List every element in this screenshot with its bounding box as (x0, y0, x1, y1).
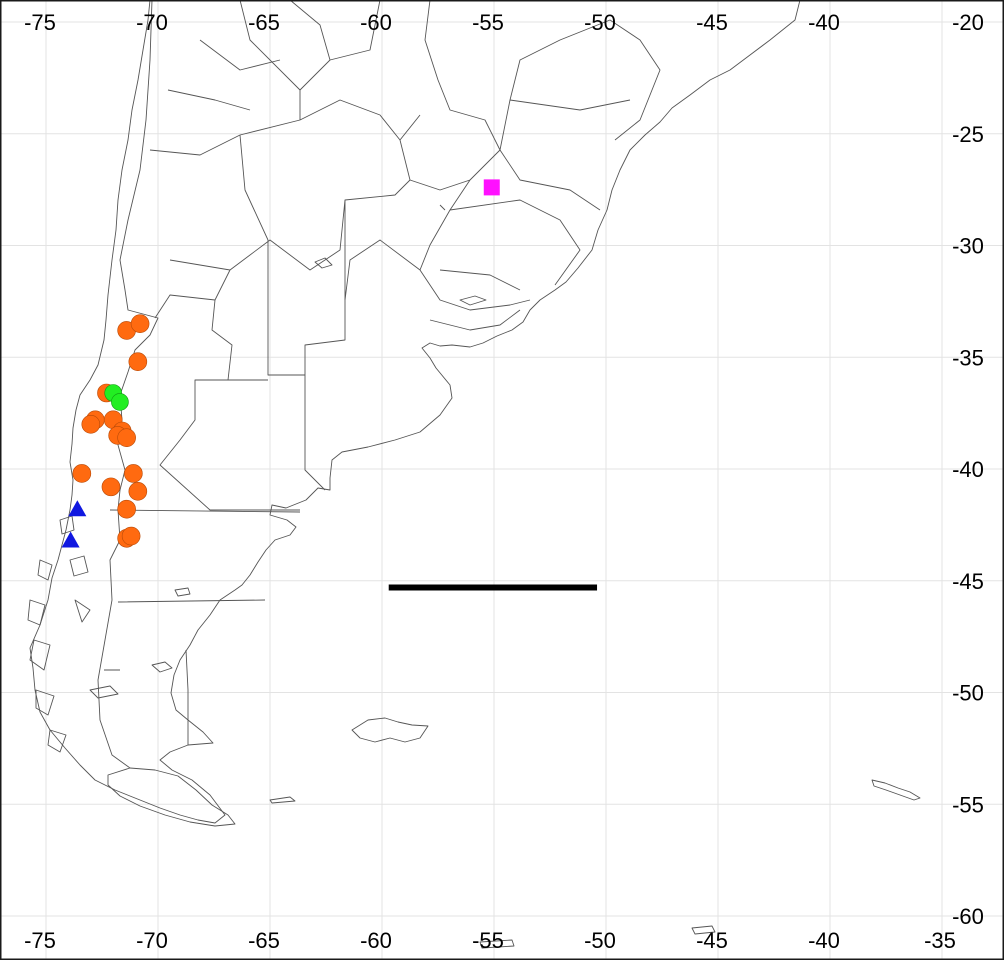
south-georgia (871, 779, 921, 801)
x-tick-label-bottom: -35 (924, 928, 956, 953)
green-occurrence-point (111, 393, 129, 411)
y-tick-label: -35 (952, 345, 984, 370)
x-tick-label-top: -55 (472, 10, 504, 35)
orange-occurrence-point (117, 428, 136, 448)
blue-triangle-marker (61, 531, 80, 548)
x-tick-label-top: -70 (136, 10, 168, 35)
x-tick-label-bottom: -55 (472, 928, 504, 953)
x-axis-top: -75 -70 -65 -60 -55 -50 -45 -40 (24, 10, 840, 35)
y-tick-label: -60 (952, 904, 984, 929)
blue-triangle-marker (68, 500, 87, 517)
south-america-coastline (29, 0, 801, 824)
orange-occurrence-point (121, 526, 141, 546)
orange-occurrence-point (130, 314, 150, 334)
x-tick-label-bottom: -40 (808, 928, 840, 953)
x-tick-label-bottom: -65 (248, 928, 280, 953)
orange-occurrence-point (117, 499, 136, 519)
land-boundaries (27, 0, 921, 949)
x-tick-label-bottom: -75 (24, 928, 56, 953)
x-tick-label-bottom: -45 (696, 928, 728, 953)
orange-occurrence-point (81, 414, 101, 434)
province-boundaries-north (167, 0, 661, 331)
x-tick-label-top: -40 (808, 10, 840, 35)
tierra-del-fuego (107, 767, 236, 827)
y-tick-label: -55 (952, 792, 984, 817)
x-tick-label-top: -75 (24, 10, 56, 35)
x-tick-label-bottom: -50 (584, 928, 616, 953)
orange-occurrence-point (101, 477, 121, 497)
orange-occurrence-point (128, 352, 148, 372)
y-tick-label: -30 (952, 234, 984, 259)
x-tick-label-top: -50 (584, 10, 616, 35)
magenta-square-marker (483, 179, 500, 196)
orange-occurrence-point (72, 464, 92, 483)
x-tick-label-bottom: -60 (360, 928, 392, 953)
orange-occurrence-point (124, 464, 143, 483)
province-boundaries-argentina (109, 0, 601, 745)
y-tick-label: -20 (952, 10, 984, 35)
x-tick-label-top: -65 (248, 10, 280, 35)
y-tick-label: -50 (952, 681, 984, 706)
falkland-islands (351, 717, 429, 743)
x-tick-label-top: -60 (360, 10, 392, 35)
x-tick-label-bottom: -70 (136, 928, 168, 953)
offshore-islands (269, 796, 716, 949)
x-axis-bottom: -75 -70 -65 -60 -55 -50 -45 -40 -35 (24, 928, 956, 953)
y-tick-label: -40 (952, 457, 984, 482)
occurrence-points (61, 179, 500, 548)
x-tick-label-top: -45 (696, 10, 728, 35)
lake-shapes (89, 204, 487, 699)
y-tick-label: -25 (952, 122, 984, 147)
orange-occurrence-point (128, 482, 148, 501)
y-tick-label: -45 (952, 569, 984, 594)
chilean-archipelago (27, 515, 91, 753)
y-axis-right: -20 -25 -30 -35 -40 -45 -50 -55 -60 (952, 10, 984, 929)
